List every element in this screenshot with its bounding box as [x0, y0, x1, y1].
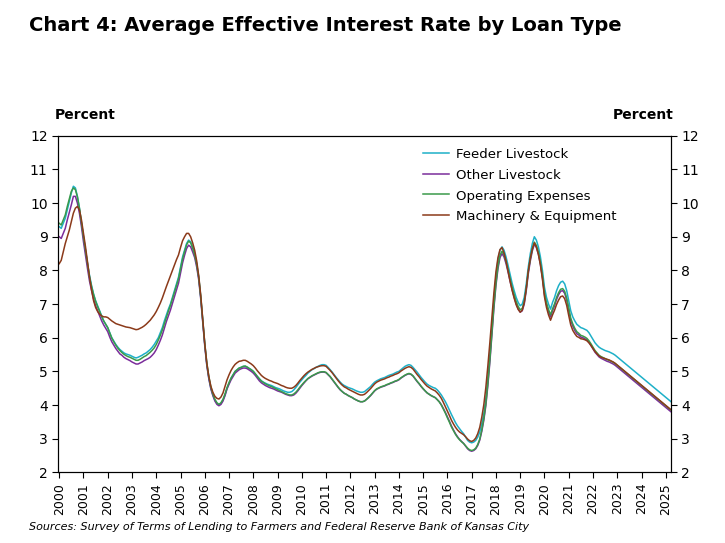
Other Livestock	[437, 401, 446, 408]
Other Livestock	[259, 381, 268, 388]
Machinery & Equipment	[611, 360, 620, 367]
Operating Expenses	[437, 402, 446, 408]
Feeder Livestock	[437, 392, 446, 398]
Other Livestock	[63, 217, 72, 223]
Machinery & Equipment	[55, 261, 64, 267]
Line: Other Livestock: Other Livestock	[59, 197, 725, 452]
Feeder Livestock	[55, 223, 64, 230]
Other Livestock	[619, 369, 628, 375]
Machinery & Equipment	[73, 203, 82, 210]
Operating Expenses	[259, 379, 268, 386]
Machinery & Equipment	[259, 374, 268, 381]
Feeder Livestock	[613, 353, 621, 360]
Operating Expenses	[613, 362, 621, 369]
Line: Feeder Livestock: Feeder Livestock	[59, 186, 725, 443]
Feeder Livestock	[621, 361, 630, 367]
Other Livestock	[55, 233, 64, 240]
Feeder Livestock	[259, 379, 268, 386]
Operating Expenses	[63, 203, 72, 210]
Legend: Feeder Livestock, Other Livestock, Operating Expenses, Machinery & Equipment: Feeder Livestock, Other Livestock, Opera…	[418, 142, 621, 229]
Other Livestock	[207, 386, 215, 392]
Text: Sources: Survey of Terms of Lending to Farmers and Federal Reserve Bank of Kansa: Sources: Survey of Terms of Lending to F…	[29, 522, 529, 532]
Feeder Livestock	[69, 183, 78, 190]
Line: Operating Expenses: Operating Expenses	[59, 188, 725, 451]
Other Livestock	[611, 362, 620, 369]
Other Livestock	[69, 193, 78, 200]
Machinery & Equipment	[207, 383, 215, 389]
Line: Machinery & Equipment: Machinery & Equipment	[59, 206, 725, 450]
Machinery & Equipment	[718, 446, 725, 453]
Machinery & Equipment	[619, 367, 628, 374]
Operating Expenses	[621, 369, 630, 375]
Text: Percent: Percent	[613, 108, 674, 122]
Other Livestock	[718, 449, 725, 455]
Operating Expenses	[468, 447, 476, 454]
Text: Percent: Percent	[55, 108, 116, 122]
Machinery & Equipment	[437, 395, 446, 402]
Feeder Livestock	[207, 385, 215, 392]
Feeder Livestock	[468, 439, 476, 446]
Operating Expenses	[55, 220, 64, 226]
Text: Chart 4: Average Effective Interest Rate by Loan Type: Chart 4: Average Effective Interest Rate…	[29, 16, 621, 35]
Operating Expenses	[207, 384, 215, 390]
Feeder Livestock	[63, 206, 72, 213]
Machinery & Equipment	[63, 233, 72, 240]
Operating Expenses	[69, 185, 78, 191]
